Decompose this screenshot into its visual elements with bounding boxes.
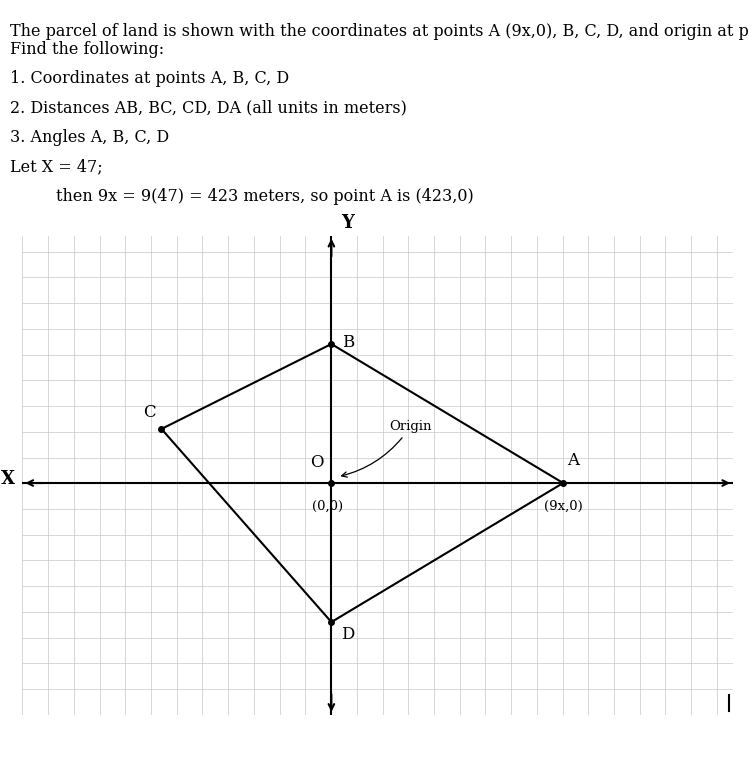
Text: 1. Coordinates at points A, B, C, D: 1. Coordinates at points A, B, C, D: [10, 70, 289, 88]
Text: Origin: Origin: [342, 420, 432, 477]
Text: 3. Angles A, B, C, D: 3. Angles A, B, C, D: [10, 129, 169, 146]
Text: Y: Y: [340, 214, 354, 232]
Text: Find the following:: Find the following:: [10, 41, 164, 58]
Text: A: A: [567, 452, 579, 469]
Text: X: X: [1, 470, 15, 488]
Text: then 9x = 9(47) = 423 meters, so point A is (423,0): then 9x = 9(47) = 423 meters, so point A…: [56, 187, 473, 205]
Text: The parcel of land is shown with the coordinates at points A (9x,0), B, C, D, an: The parcel of land is shown with the coo…: [10, 23, 748, 40]
Text: (9x,0): (9x,0): [544, 500, 583, 513]
Text: B: B: [342, 334, 355, 351]
Text: (0,0): (0,0): [312, 500, 343, 513]
Text: Let X = 47;: Let X = 47;: [10, 158, 102, 175]
Text: C: C: [143, 404, 156, 421]
Text: D: D: [341, 626, 355, 643]
Text: O: O: [310, 454, 324, 472]
Text: 2. Distances AB, BC, CD, DA (all units in meters): 2. Distances AB, BC, CD, DA (all units i…: [10, 100, 407, 117]
